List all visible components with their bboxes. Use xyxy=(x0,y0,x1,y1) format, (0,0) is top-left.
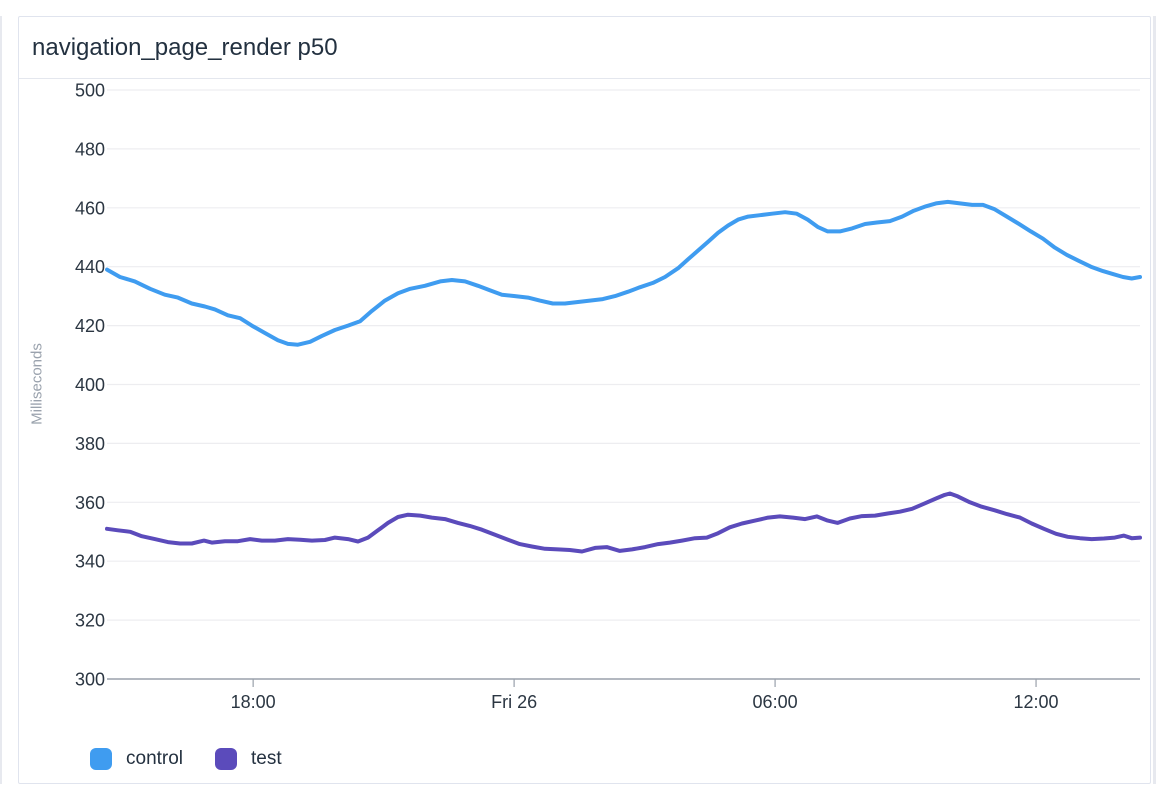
legend-swatch-test xyxy=(215,748,238,770)
chart-card: navigation_page_render p50 control test xyxy=(18,16,1151,784)
legend-label-test: test xyxy=(251,748,282,769)
adjacent-panel-edge-right xyxy=(1153,16,1156,784)
legend-label-control: control xyxy=(126,748,184,769)
chart-card-header: navigation_page_render p50 xyxy=(19,17,1150,79)
legend-item-control[interactable]: control xyxy=(90,748,183,770)
y-axis-title: Milliseconds xyxy=(28,343,46,425)
legend-swatch-control xyxy=(90,748,112,770)
chart-title: navigation_page_render p50 xyxy=(32,33,338,61)
adjacent-panel-edge-left xyxy=(0,16,2,784)
chart-legend: control test xyxy=(90,748,282,770)
legend-item-test[interactable]: test xyxy=(215,748,282,770)
